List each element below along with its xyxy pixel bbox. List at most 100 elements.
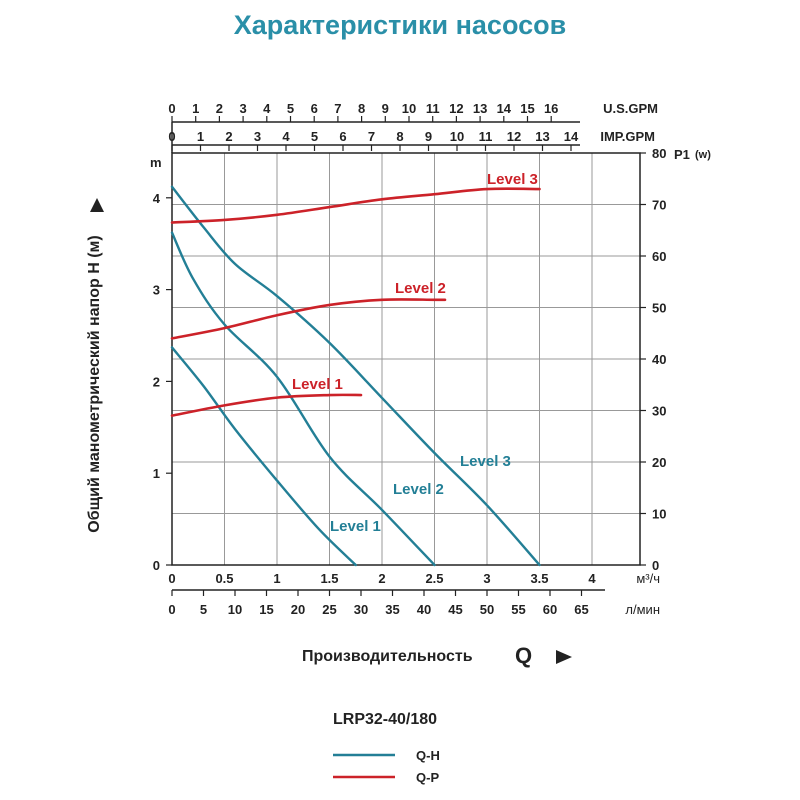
qh-label: Level 3 xyxy=(460,453,511,470)
power-axis-label: P1 xyxy=(674,147,690,162)
impgpm-tick-label: 0 xyxy=(168,129,175,144)
impgpm-tick-label: 5 xyxy=(311,129,318,144)
y-axis-arrow-icon xyxy=(90,198,104,212)
m3h-tick-label: 0.5 xyxy=(215,571,233,586)
usgpm-tick-label: 10 xyxy=(402,101,416,116)
usgpm-tick-label: 11 xyxy=(426,101,440,116)
lmin-tick-label: 15 xyxy=(259,602,273,617)
impgpm-tick-label: 12 xyxy=(507,129,521,144)
qp-curve-level-1 xyxy=(170,393,363,417)
impgpm-tick-label: 3 xyxy=(254,129,261,144)
usgpm-tick-label: 2 xyxy=(216,101,223,116)
lmin-tick-label: 5 xyxy=(200,602,207,617)
usgpm-tick-label: 0 xyxy=(168,101,175,116)
power-tick-label: 30 xyxy=(652,404,666,419)
impgpm-unit: IMP.GPM xyxy=(600,129,655,144)
m3h-unit: м³/ч xyxy=(636,571,660,586)
axis-ticks xyxy=(166,116,646,596)
m3h-tick-label: 3.5 xyxy=(530,571,548,586)
legend-label: Q-P xyxy=(416,770,439,785)
usgpm-tick-label: 7 xyxy=(334,101,341,116)
qp-curve-level-2 xyxy=(170,298,447,340)
lmin-tick-label: 55 xyxy=(511,602,525,617)
power-tick-label: 20 xyxy=(652,455,666,470)
m3h-tick-label: 1.5 xyxy=(320,571,338,586)
series-labels: Level 1 Level 2 Level 3 Level 1 Level 2 Level… xyxy=(292,171,538,535)
lmin-tick-label: 30 xyxy=(354,602,368,617)
head-tick-label: 4 xyxy=(153,191,161,206)
usgpm-tick-label: 4 xyxy=(263,101,271,116)
m3h-tick-label: 2.5 xyxy=(425,571,443,586)
lmin-tick-label: 45 xyxy=(448,602,462,617)
m3h-tick-label: 3 xyxy=(483,571,490,586)
x-axis-symbol: Q xyxy=(515,643,532,668)
power-tick-label: 50 xyxy=(652,301,666,316)
head-tick-label: 3 xyxy=(153,283,160,298)
usgpm-tick-label: 9 xyxy=(382,101,389,116)
impgpm-tick-label: 14 xyxy=(564,129,579,144)
lmin-tick-label: 35 xyxy=(385,602,399,617)
qh-curve-level-3 xyxy=(170,185,541,567)
qp-label: Level 1 xyxy=(292,376,343,393)
lmin-tick-label: 60 xyxy=(543,602,557,617)
lmin-tick-label: 25 xyxy=(322,602,336,617)
usgpm-tick-label: 16 xyxy=(544,101,558,116)
power-tick-label: 0 xyxy=(652,558,659,573)
x-axis-title: Производительность xyxy=(302,648,473,665)
impgpm-tick-label: 13 xyxy=(535,129,549,144)
qp-label: Level 2 xyxy=(395,280,446,297)
legend-label: Q-H xyxy=(416,748,440,763)
power-unit: (w) xyxy=(695,149,711,161)
impgpm-tick-label: 6 xyxy=(339,129,346,144)
qh-curve-level-1 xyxy=(170,346,357,567)
m3h-tick-label: 4 xyxy=(588,571,596,586)
m3h-tick-label: 0 xyxy=(168,571,175,586)
usgpm-tick-label: 6 xyxy=(311,101,318,116)
lmin-unit: л/мин xyxy=(625,602,660,617)
legend: LRP32-40/180 Q-H Q-P xyxy=(333,711,440,785)
lmin-tick-label: 50 xyxy=(480,602,494,617)
head-tick-label: 2 xyxy=(153,374,160,389)
model-name: LRP32-40/180 xyxy=(333,711,437,728)
head-unit: m xyxy=(150,155,162,170)
impgpm-tick-label: 4 xyxy=(282,129,290,144)
power-tick-label: 40 xyxy=(652,352,666,367)
impgpm-tick-label: 7 xyxy=(368,129,375,144)
usgpm-tick-label: 8 xyxy=(358,101,365,116)
plot-axes xyxy=(171,121,641,591)
usgpm-tick-label: 15 xyxy=(520,101,534,116)
power-tick-label: 80 xyxy=(652,146,666,161)
y-axis-title: Общий манометрический напор H (м) xyxy=(86,235,103,532)
qh-label: Level 2 xyxy=(393,481,444,498)
impgpm-tick-label: 10 xyxy=(450,129,464,144)
m3h-tick-label: 2 xyxy=(378,571,385,586)
impgpm-tick-label: 9 xyxy=(425,129,432,144)
usgpm-unit: U.S.GPM xyxy=(603,101,658,116)
chart-title: Характеристики насосов xyxy=(234,10,566,40)
power-tick-label: 60 xyxy=(652,249,666,264)
qh-curve-level-2 xyxy=(170,231,436,567)
usgpm-tick-label: 3 xyxy=(239,101,246,116)
lmin-tick-label: 65 xyxy=(574,602,588,617)
qh-label: Level 1 xyxy=(330,518,381,535)
power-tick-label: 10 xyxy=(652,507,666,522)
x-axis-arrow-icon xyxy=(556,650,572,664)
power-tick-label: 70 xyxy=(652,198,666,213)
impgpm-tick-label: 2 xyxy=(225,129,232,144)
impgpm-tick-label: 8 xyxy=(396,129,403,144)
impgpm-tick-label: 11 xyxy=(479,129,493,144)
usgpm-tick-label: 5 xyxy=(287,101,294,116)
lmin-tick-label: 40 xyxy=(417,602,431,617)
lmin-tick-label: 20 xyxy=(291,602,305,617)
series-lines xyxy=(170,185,541,567)
lmin-tick-label: 0 xyxy=(168,602,175,617)
head-tick-label: 0 xyxy=(153,558,160,573)
lmin-tick-label: 10 xyxy=(228,602,242,617)
qp-label: Level 3 xyxy=(487,171,538,188)
plot-grid xyxy=(172,153,640,565)
head-tick-label: 1 xyxy=(153,466,160,481)
impgpm-tick-label: 1 xyxy=(197,129,204,144)
usgpm-tick-label: 12 xyxy=(449,101,463,116)
